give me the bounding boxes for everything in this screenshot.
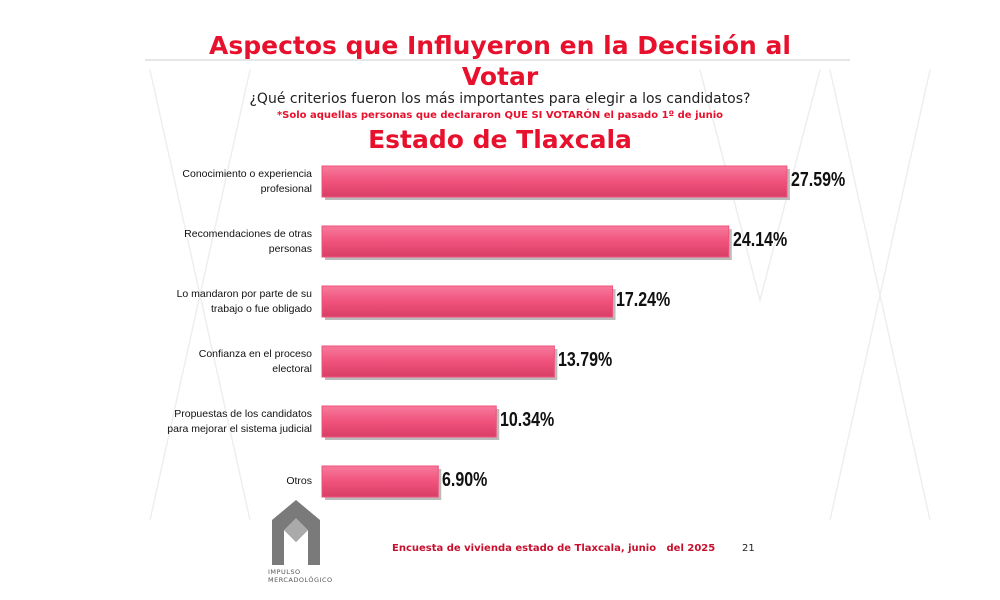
category-label: Confianza en el proceso electoral (198, 347, 312, 375)
bar (321, 285, 613, 318)
note: *Solo aquellas personas que declararon Q… (276, 110, 724, 121)
value-label: 6.90% (442, 469, 488, 491)
value-label: 10.34% (500, 409, 555, 431)
category-label: Recomendaciones de otras personas (184, 227, 312, 255)
bar (321, 465, 439, 498)
page-number: 21 (742, 543, 755, 554)
region-title: Estado de Tlaxcala (368, 125, 632, 154)
logo (272, 500, 320, 565)
category-label: Propuestas de los candidatos para mejora… (167, 407, 312, 435)
bar (321, 405, 497, 438)
category-label: Lo mandaron por parte de su trabajo o fu… (176, 287, 312, 315)
logo-text: IMPULSO MERCADOLÓGICO (268, 568, 333, 584)
category-label: Otros (286, 475, 312, 487)
subtitle: ¿Qué criterios fueron los más importante… (249, 91, 751, 107)
background-pattern (145, 59, 931, 521)
bar (321, 345, 555, 378)
value-label: 13.79% (558, 349, 613, 371)
bar (321, 165, 788, 198)
value-label: 24.14% (732, 229, 788, 251)
category-label: Conocimiento o experiencia profesional (182, 167, 312, 195)
chart-title: Aspectos que Influyeron en la Decisión a… (209, 31, 791, 91)
bar (321, 225, 730, 258)
footer: Encuesta de vivienda estado de Tlaxcala,… (392, 543, 716, 554)
value-label: 27.59% (790, 169, 846, 191)
value-label: 17.24% (616, 289, 671, 311)
